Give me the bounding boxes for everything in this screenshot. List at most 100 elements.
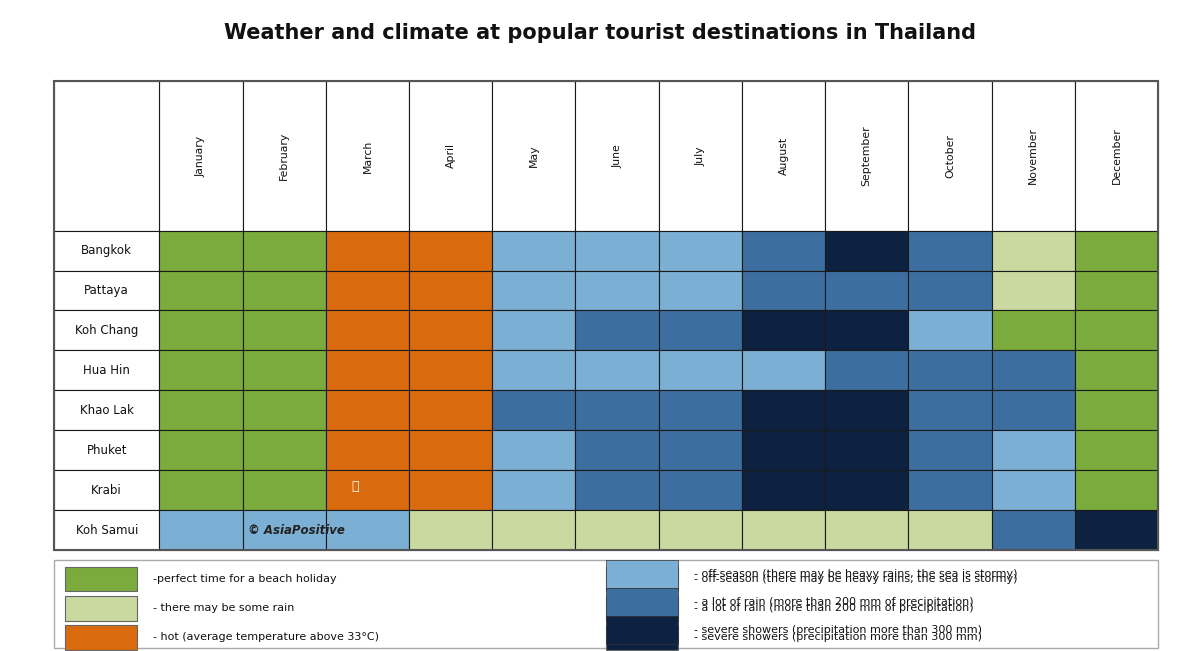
Text: May: May — [529, 145, 539, 167]
Bar — [659, 430, 742, 470]
Bar — [576, 430, 659, 470]
Text: Khao Lak: Khao Lak — [79, 404, 133, 417]
Bar — [160, 470, 242, 510]
Bar — [54, 430, 160, 470]
Text: November: November — [1028, 128, 1038, 184]
Bar — [742, 470, 826, 510]
Bar — [1075, 350, 1158, 391]
Bar — [492, 230, 576, 271]
Text: © AsiaPositive: © AsiaPositive — [248, 523, 344, 536]
Bar — [826, 470, 908, 510]
Bar — [492, 430, 576, 470]
Text: - hot (average temperature above 33°C): - hot (average temperature above 33°C) — [154, 632, 379, 642]
Bar — [826, 271, 908, 311]
Bar — [576, 230, 659, 271]
Bar — [65, 567, 137, 592]
Bar — [991, 430, 1075, 470]
Bar — [492, 311, 576, 350]
Bar — [1075, 470, 1158, 510]
Bar — [908, 311, 991, 350]
Bar — [659, 470, 742, 510]
Text: - off-season (there may be heavy rains, the sea is stormy): - off-season (there may be heavy rains, … — [695, 574, 1018, 584]
Bar — [576, 350, 659, 391]
Text: - there may be some rain: - there may be some rain — [154, 603, 295, 613]
Bar — [742, 350, 826, 391]
Bar — [908, 470, 991, 510]
Bar — [160, 430, 242, 470]
Bar — [326, 430, 409, 470]
Bar — [326, 391, 409, 430]
Text: January: January — [196, 135, 206, 176]
Text: 🌴: 🌴 — [352, 480, 359, 493]
Bar — [826, 350, 908, 391]
Text: Koh Chang: Koh Chang — [76, 324, 138, 337]
Bar — [826, 230, 908, 271]
Bar — [242, 311, 326, 350]
Bar — [1075, 230, 1158, 271]
Bar — [991, 81, 1075, 230]
Bar — [742, 430, 826, 470]
Bar — [409, 391, 492, 430]
Bar — [908, 430, 991, 470]
Bar — [576, 81, 659, 230]
Bar — [409, 271, 492, 311]
Bar — [742, 311, 826, 350]
Text: - severe showers (precipitation more than 300 mm): - severe showers (precipitation more tha… — [695, 632, 983, 642]
Bar — [659, 271, 742, 311]
Bar — [826, 311, 908, 350]
Bar — [1075, 81, 1158, 230]
Text: Weather and climate at popular tourist destinations in Thailand: Weather and climate at popular tourist d… — [224, 23, 976, 43]
Bar — [409, 311, 492, 350]
Bar — [576, 271, 659, 311]
Bar — [908, 230, 991, 271]
Bar — [576, 391, 659, 430]
Bar — [991, 271, 1075, 311]
Bar — [409, 430, 492, 470]
Bar — [160, 311, 242, 350]
Text: October: October — [944, 134, 955, 178]
Bar — [242, 470, 326, 510]
Bar — [409, 510, 492, 550]
Bar — [991, 311, 1075, 350]
Bar — [160, 271, 242, 311]
Bar — [1075, 271, 1158, 311]
Bar — [908, 271, 991, 311]
Text: February: February — [280, 132, 289, 180]
Bar — [742, 81, 826, 230]
Bar — [54, 350, 160, 391]
Bar — [576, 311, 659, 350]
Bar — [991, 350, 1075, 391]
Bar — [242, 350, 326, 391]
Text: Krabi: Krabi — [91, 484, 122, 497]
Text: Pattaya: Pattaya — [84, 284, 130, 297]
Bar — [991, 391, 1075, 430]
Bar — [242, 391, 326, 430]
Bar — [991, 470, 1075, 510]
Text: Bangkok: Bangkok — [82, 244, 132, 257]
Bar — [991, 230, 1075, 271]
Bar — [659, 350, 742, 391]
Text: December: December — [1111, 128, 1121, 184]
Text: September: September — [862, 126, 871, 186]
Bar — [326, 350, 409, 391]
Bar — [492, 271, 576, 311]
Bar — [326, 271, 409, 311]
Bar — [54, 470, 160, 510]
Bar — [659, 391, 742, 430]
Bar — [54, 271, 160, 311]
Text: - a lot of rain (more than 200 mm of precipitation): - a lot of rain (more than 200 mm of pre… — [695, 603, 974, 613]
Bar — [160, 81, 242, 230]
Bar — [659, 81, 742, 230]
Text: July: July — [695, 146, 706, 166]
Bar — [742, 510, 826, 550]
Bar — [492, 470, 576, 510]
Bar — [242, 81, 326, 230]
Bar — [54, 391, 160, 430]
Text: - severe showers (precipitation more than 300 mm): - severe showers (precipitation more tha… — [695, 625, 983, 635]
Bar — [326, 311, 409, 350]
Bar — [409, 230, 492, 271]
Bar — [991, 510, 1075, 550]
Bar — [606, 616, 678, 644]
Text: June: June — [612, 144, 622, 168]
Bar — [492, 510, 576, 550]
